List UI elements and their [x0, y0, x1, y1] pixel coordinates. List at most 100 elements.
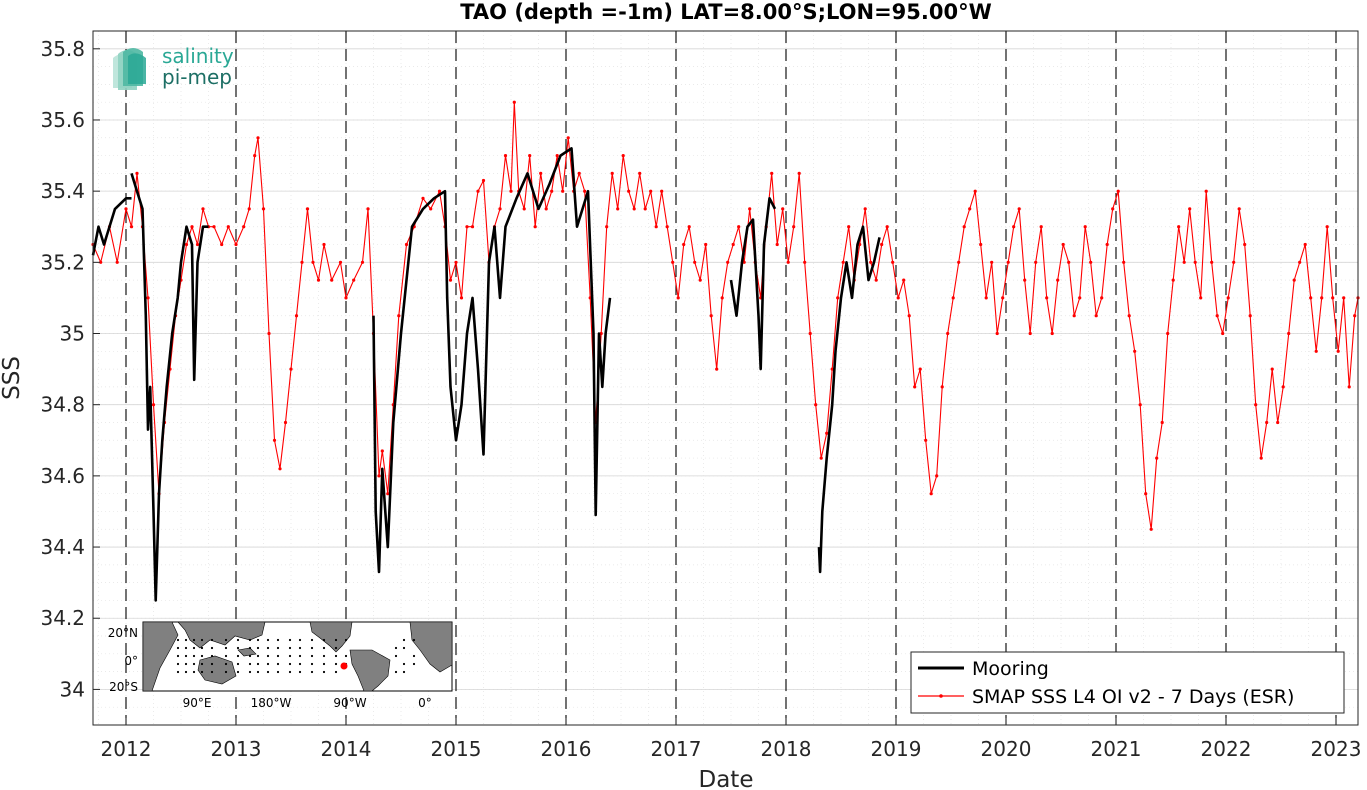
data-point-smap — [129, 225, 134, 229]
inset-map: 20°N 0° 20°S 90°E 180°W 90°W 0° — [108, 621, 453, 710]
inset-mooring-dot — [176, 646, 180, 650]
data-point-smap — [880, 242, 884, 247]
y-tick-label: 35.6 — [40, 108, 85, 132]
inset-mooring-dot — [334, 638, 338, 642]
inset-mooring-dot — [224, 638, 228, 642]
data-point-smap — [146, 296, 150, 300]
data-point-smap — [896, 296, 900, 300]
data-point-smap — [234, 242, 238, 247]
data-point-smap — [979, 242, 983, 247]
data-point-smap — [1254, 403, 1258, 407]
data-point-smap — [190, 225, 194, 229]
data-point-smap — [797, 171, 801, 175]
data-point-smap — [253, 154, 257, 158]
inset-mooring-dot — [256, 654, 260, 658]
data-point-smap — [616, 207, 620, 211]
data-point-smap — [1298, 260, 1302, 264]
data-point-smap — [1012, 225, 1016, 229]
data-point-smap — [544, 207, 548, 211]
data-point-smap — [316, 278, 321, 282]
data-point-smap — [841, 260, 845, 264]
data-point-smap — [583, 189, 587, 193]
data-point-smap — [874, 278, 878, 282]
x-tick-label: 2018 — [761, 737, 812, 761]
data-point-smap — [775, 242, 779, 247]
data-point-smap — [698, 278, 702, 282]
data-point-smap — [454, 260, 458, 264]
inset-mooring-dot — [402, 646, 406, 650]
inset-mooring-dot — [176, 662, 180, 666]
inset-mooring-dot — [184, 646, 188, 650]
data-point-smap — [1320, 296, 1324, 300]
y-tick-label: 35.2 — [40, 250, 85, 274]
data-point-smap — [627, 189, 631, 193]
year-divider-lines — [125, 31, 1337, 725]
data-point-smap — [973, 189, 977, 193]
data-point-smap — [294, 314, 299, 318]
inset-mooring-dot — [236, 662, 240, 666]
data-point-smap — [1100, 296, 1104, 300]
data-point-smap — [1072, 314, 1076, 318]
data-point-smap — [935, 474, 939, 478]
data-point-smap — [995, 331, 999, 336]
data-point-smap — [555, 154, 559, 158]
inset-mooring-dot — [224, 646, 228, 650]
plot-frame — [92, 30, 1359, 726]
data-point-smap — [212, 225, 216, 229]
data-point-smap — [962, 225, 966, 229]
inset-mooring-dot — [412, 638, 416, 642]
inset-mooring-dot — [192, 638, 196, 642]
inset-mooring-dot — [288, 646, 292, 650]
inset-mooring-dot — [402, 662, 406, 666]
inset-mooring-dot — [210, 670, 214, 674]
data-point-smap — [459, 296, 464, 300]
series-line-mooring — [729, 197, 777, 371]
y-axis-label: SSS — [0, 356, 25, 400]
data-point-smap — [1210, 260, 1214, 264]
data-point-smap — [99, 260, 103, 264]
data-point-smap — [1133, 349, 1137, 353]
data-point-smap — [256, 136, 260, 140]
data-point-smap — [1028, 331, 1032, 336]
data-point-smap — [330, 278, 334, 282]
data-point-smap — [278, 467, 282, 471]
data-point-smap — [195, 242, 200, 247]
data-point-smap — [693, 260, 697, 264]
data-point-smap — [665, 225, 669, 229]
y-tick-label: 35.8 — [40, 37, 85, 61]
data-point-smap — [386, 492, 390, 496]
data-point-smap — [1193, 260, 1197, 264]
data-point-smap — [1182, 260, 1186, 264]
inset-mooring-dot — [210, 654, 214, 658]
inset-lon-label-180w: 180°W — [251, 696, 292, 710]
data-point-smap — [610, 171, 614, 175]
inset-mooring-dot — [402, 638, 406, 642]
data-point-smap — [1331, 296, 1335, 300]
inset-mooring-dot — [256, 662, 260, 666]
data-point-smap — [605, 225, 609, 229]
inset-mooring-dot — [176, 638, 180, 642]
data-point-smap — [124, 207, 128, 211]
inset-mooring-dot — [276, 654, 280, 658]
data-point-smap — [1281, 385, 1285, 389]
data-point-smap — [577, 171, 581, 175]
inset-mooring-dot — [256, 670, 260, 674]
data-point-smap — [731, 242, 735, 247]
inset-mooring-dot — [288, 638, 292, 642]
data-point-smap — [704, 242, 708, 247]
data-point-smap — [1215, 314, 1219, 318]
inset-mooring-dot — [288, 654, 292, 658]
x-tick-label: 2014 — [321, 737, 372, 761]
inset-mooring-dot — [248, 654, 252, 658]
data-point-smap — [352, 278, 356, 282]
inset-lon-label-90e: 90°E — [183, 696, 212, 710]
series-line-mooring — [817, 225, 881, 574]
y-tick-label: 34 — [60, 677, 85, 701]
data-point-smap — [924, 438, 928, 442]
data-point-smap — [1347, 385, 1351, 389]
data-point-smap — [1017, 207, 1021, 211]
data-point-smap — [1023, 278, 1027, 282]
data-point-smap — [632, 207, 636, 211]
y-tick-label: 34.8 — [40, 393, 85, 417]
data-point-smap — [990, 260, 994, 264]
